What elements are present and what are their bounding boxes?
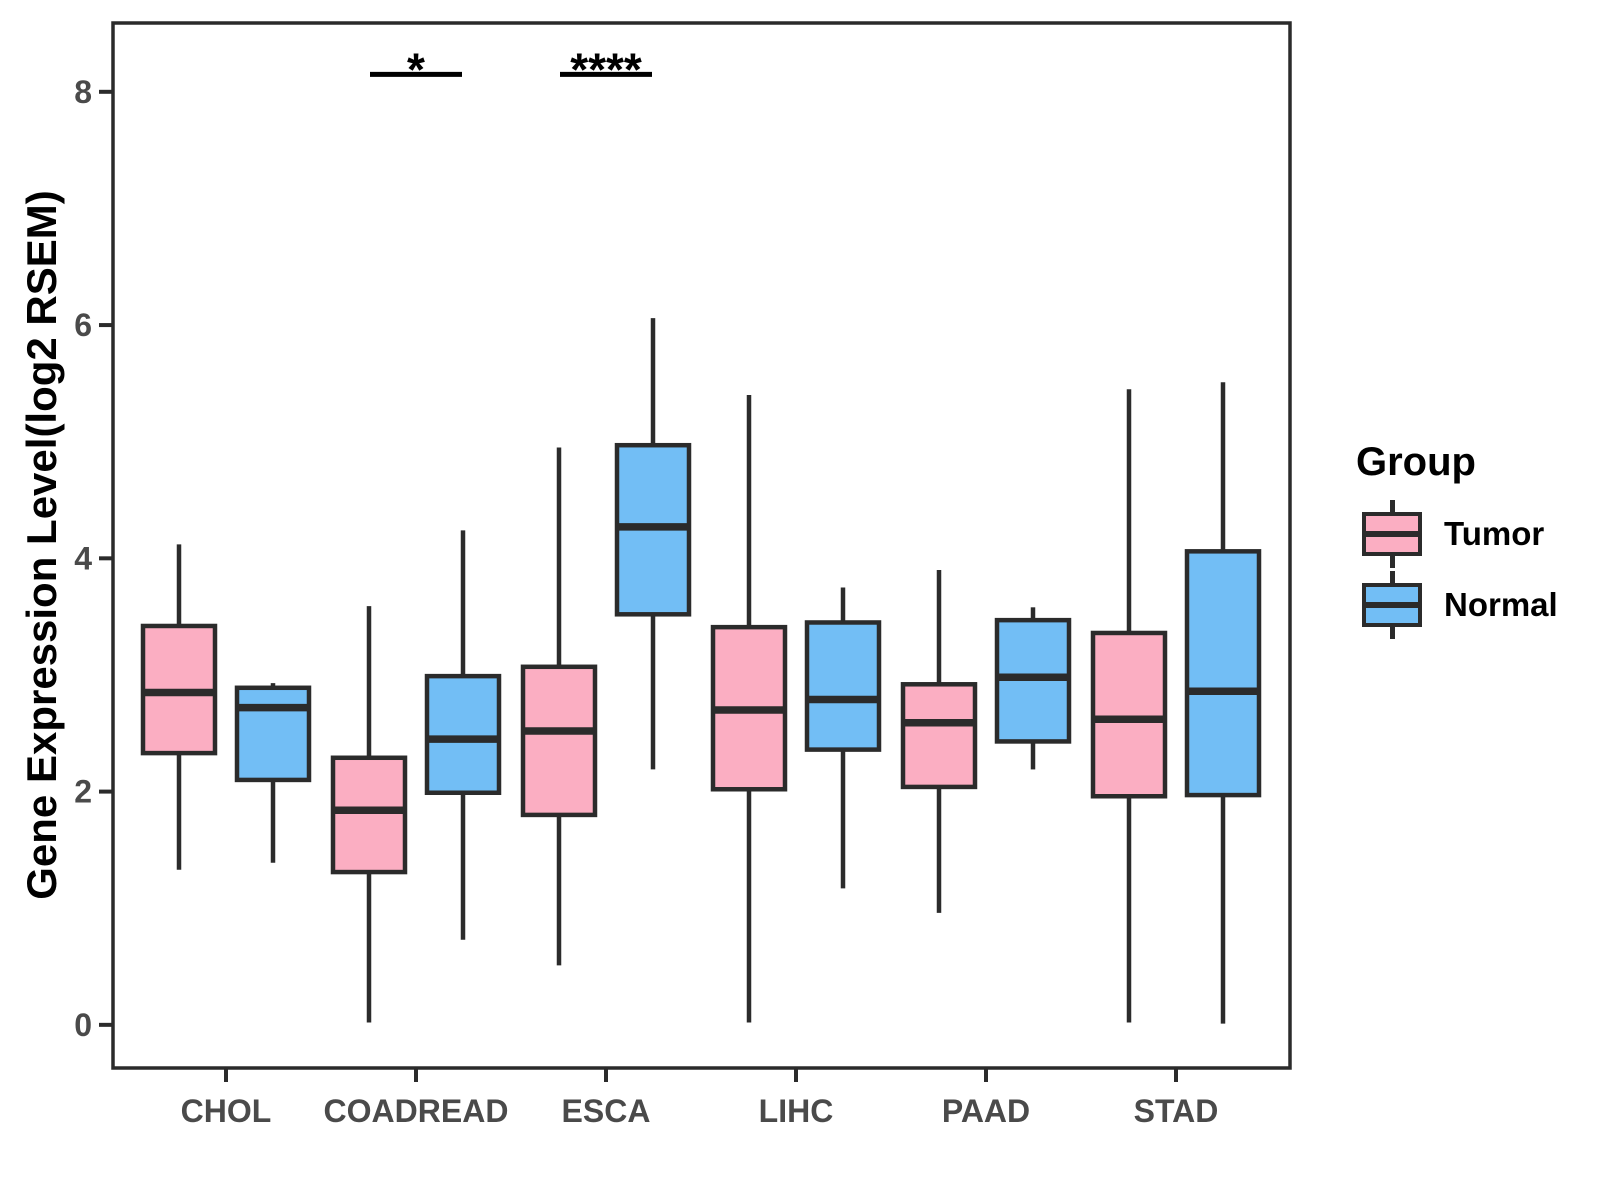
x-tick-label-lihc: LIHC <box>759 1093 834 1129</box>
key-whisker-icon <box>1389 556 1395 568</box>
box-normal-coadread <box>424 673 502 796</box>
x-tick-label-chol: CHOL <box>181 1093 272 1129</box>
significance-stars-coadread: * <box>407 43 425 95</box>
box-tumor-coadread <box>330 755 408 875</box>
y-tick-label: 6 <box>74 307 92 343</box>
box-normal-lihc <box>804 620 882 752</box>
key-whisker-icon <box>1389 571 1395 583</box>
normal-boxplot-key-icon <box>1362 571 1422 639</box>
key-median-icon <box>1365 602 1419 608</box>
legend: Group Tumor Normal <box>1356 440 1558 639</box>
x-tick-label-coadread: COADREAD <box>324 1093 509 1129</box>
panel-border <box>111 21 1292 1070</box>
legend-item-normal: Normal <box>1356 571 1558 639</box>
box-normal-stad <box>1184 549 1262 798</box>
legend-label-tumor: Tumor <box>1444 515 1545 552</box>
box-tumor-paad <box>900 682 978 790</box>
x-tick-label-esca: ESCA <box>562 1093 651 1129</box>
x-tick-label-paad: PAAD <box>942 1093 1030 1129</box>
y-tick-label: 0 <box>74 1007 92 1043</box>
legend-title: Group <box>1356 440 1476 484</box>
legend-label-normal: Normal <box>1444 586 1558 623</box>
box-tumor-stad <box>1090 630 1168 799</box>
tumor-boxplot-key-icon <box>1362 500 1422 568</box>
box-normal-chol <box>234 685 312 783</box>
legend-item-tumor: Tumor <box>1356 500 1558 568</box>
key-whisker-icon <box>1389 627 1395 639</box>
key-median-icon <box>1365 531 1419 537</box>
x-tick-label-stad: STAD <box>1134 1093 1219 1129</box>
key-whisker-icon <box>1389 500 1395 512</box>
significance-stars-esca: **** <box>570 43 642 95</box>
box-tumor-esca <box>520 664 598 818</box>
y-tick-label: 2 <box>74 774 92 810</box>
y-tick-label: 8 <box>74 74 92 110</box>
y-tick-label: 4 <box>74 540 92 576</box>
